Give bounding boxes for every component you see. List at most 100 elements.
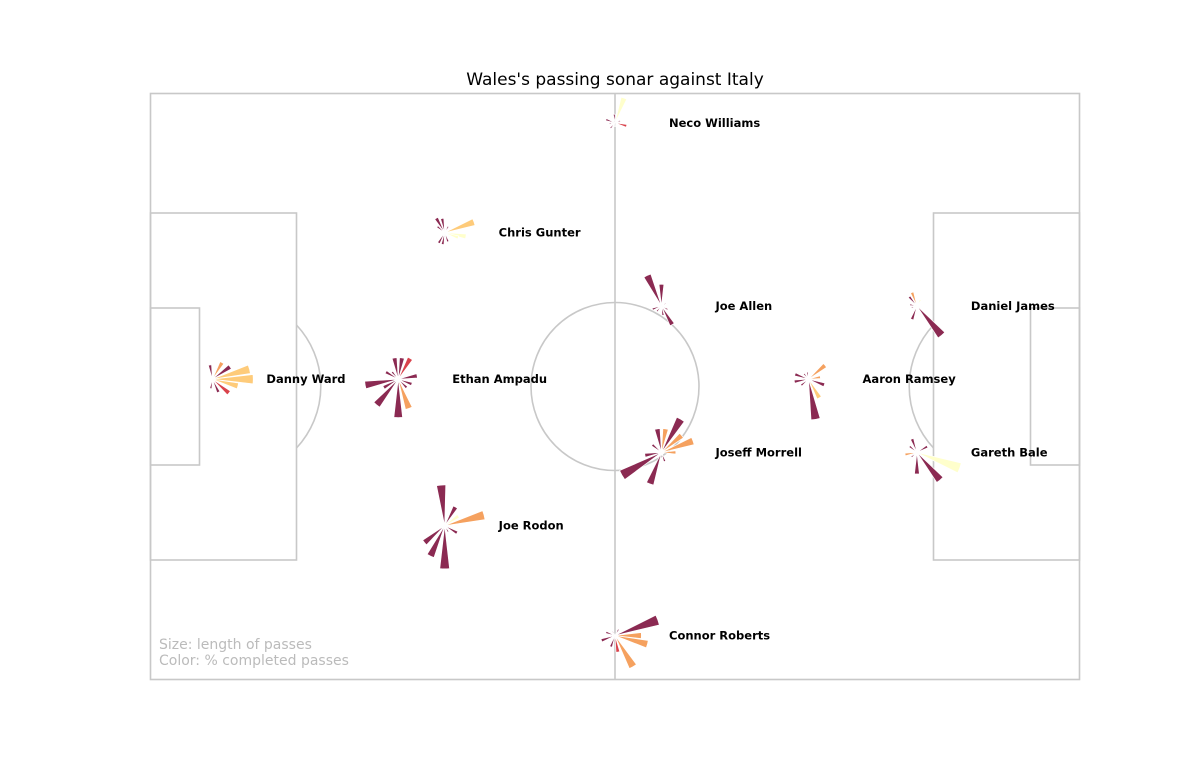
sonar-wedge (426, 525, 446, 558)
chart-title: Wales's passing sonar against Italy (466, 70, 764, 90)
sonar-joseff-morrell: Joseff Morrell (619, 416, 802, 486)
sonar-wedge (800, 378, 809, 387)
sonar-wedge (609, 635, 616, 648)
sonar-wedge (605, 118, 616, 124)
sonar-wedge (440, 217, 446, 233)
player-name-label: Aaron Ramsey (863, 372, 957, 386)
sonar-wedge (808, 363, 828, 380)
sonar-wedge (910, 438, 918, 453)
sonar-wedge (910, 305, 918, 309)
player-name-label: Joseff Morrell (714, 445, 802, 459)
sonar-wedge (444, 510, 486, 527)
sonar-wedge (661, 305, 665, 316)
sonar-wedge (439, 525, 450, 570)
sonar-wedge (422, 525, 445, 546)
player-name-label: Joe Allen (714, 299, 772, 313)
sonar-wedge (644, 452, 662, 458)
color-note: Color: % completed passes (159, 653, 349, 669)
sonar-wedge (373, 378, 399, 408)
sonar-neco-williams: Neco Williams (605, 96, 760, 130)
left-six-yard-box (149, 307, 201, 466)
sonar-wedge (608, 122, 616, 125)
sonar-joe-allen: Joe Allen (643, 273, 772, 327)
sonar-wedge (212, 378, 239, 390)
player-name-label: Chris Gunter (499, 226, 581, 240)
sonar-connor-roberts: Connor Roberts (600, 614, 770, 670)
sonar-wedge (212, 374, 254, 385)
sonar-wedge (444, 232, 460, 240)
sonar-wedge (444, 525, 450, 533)
sonar-wedge (397, 356, 413, 380)
sonar-wedge (802, 372, 809, 380)
sonar-wedge (212, 361, 225, 380)
sonar-wedge (614, 122, 628, 128)
sonar-wedge (916, 452, 944, 483)
sonar-chris-gunter: Chris Gunter (434, 216, 581, 246)
sonar-wedge (643, 273, 662, 307)
sonar-wedge (661, 432, 684, 453)
sonar-wedge (614, 119, 622, 124)
sonar-wedge (209, 379, 213, 390)
sonar-wedge (808, 378, 826, 388)
sonar-wedge (444, 525, 459, 535)
right-penalty-arc (908, 324, 935, 449)
sonar-wedge (661, 450, 677, 455)
sonar-wedge (793, 378, 809, 384)
pitch (149, 92, 1081, 681)
sonar-gareth-bale: Gareth Bale (904, 438, 1048, 483)
sonar-wedge (907, 295, 918, 307)
sonar-wedge (364, 378, 399, 390)
sonar-wedge (605, 630, 616, 636)
sonar-wedge (444, 505, 459, 526)
sonar-wedge (650, 443, 662, 453)
player-name-label: Danny Ward (266, 372, 345, 386)
sonar-wedge (619, 452, 662, 481)
sonar-wedge (444, 514, 460, 526)
sonar-wedge (397, 357, 405, 380)
sonar-wedge (207, 364, 213, 380)
sonar-wedge (212, 378, 231, 396)
sonar-wedge (661, 436, 695, 453)
sonar-wedge (908, 444, 918, 453)
sonar-wedge (808, 378, 822, 400)
sonar-wedge (398, 378, 413, 387)
sonar-wedge (614, 614, 660, 636)
sonar-wedge (661, 428, 669, 453)
size-note: Size: length of passes (159, 637, 312, 653)
sonar-wedge (212, 364, 232, 380)
sonar-wedge (397, 379, 413, 410)
player-name-label: Daniel James (971, 299, 1055, 313)
sonar-wedge (654, 428, 662, 453)
sonar-danny-ward: Danny Ward (207, 361, 346, 396)
sonar-wedge (614, 96, 628, 123)
sonar-wedge (609, 122, 616, 130)
sonar-wedge (910, 452, 918, 459)
sonar-wedge (444, 225, 450, 233)
sonar-wedge (909, 303, 918, 307)
sonar-wedge (614, 632, 642, 639)
sonar-wedge (440, 232, 446, 246)
sonar-wedge (384, 370, 399, 380)
sonar-wedge (806, 371, 809, 380)
center-circle (530, 301, 700, 472)
sonar-wedge (794, 372, 809, 380)
sonar-wedge (212, 364, 251, 380)
right-penalty-area (932, 212, 1081, 561)
sonar-wedge (651, 305, 662, 311)
sonar-wedge (916, 444, 929, 453)
sonar-wedge (382, 378, 399, 390)
sonar-wedge (916, 305, 946, 339)
sonar-wedge (808, 379, 821, 421)
player-name-label: Joe Rodon (498, 519, 564, 533)
sonar-wedge (614, 122, 616, 127)
sonar-wedge (444, 218, 476, 234)
player-name-label: Ethan Ampadu (452, 372, 547, 386)
sonar-wedge (661, 305, 675, 327)
sonar-wedge (434, 216, 446, 233)
sonar-wedge (614, 635, 621, 653)
sonar-ethan-ampadu: Ethan Ampadu (364, 356, 547, 418)
sonar-wedge (600, 635, 616, 643)
sonar-wedge (661, 416, 685, 453)
sonar-wedge (655, 305, 662, 313)
